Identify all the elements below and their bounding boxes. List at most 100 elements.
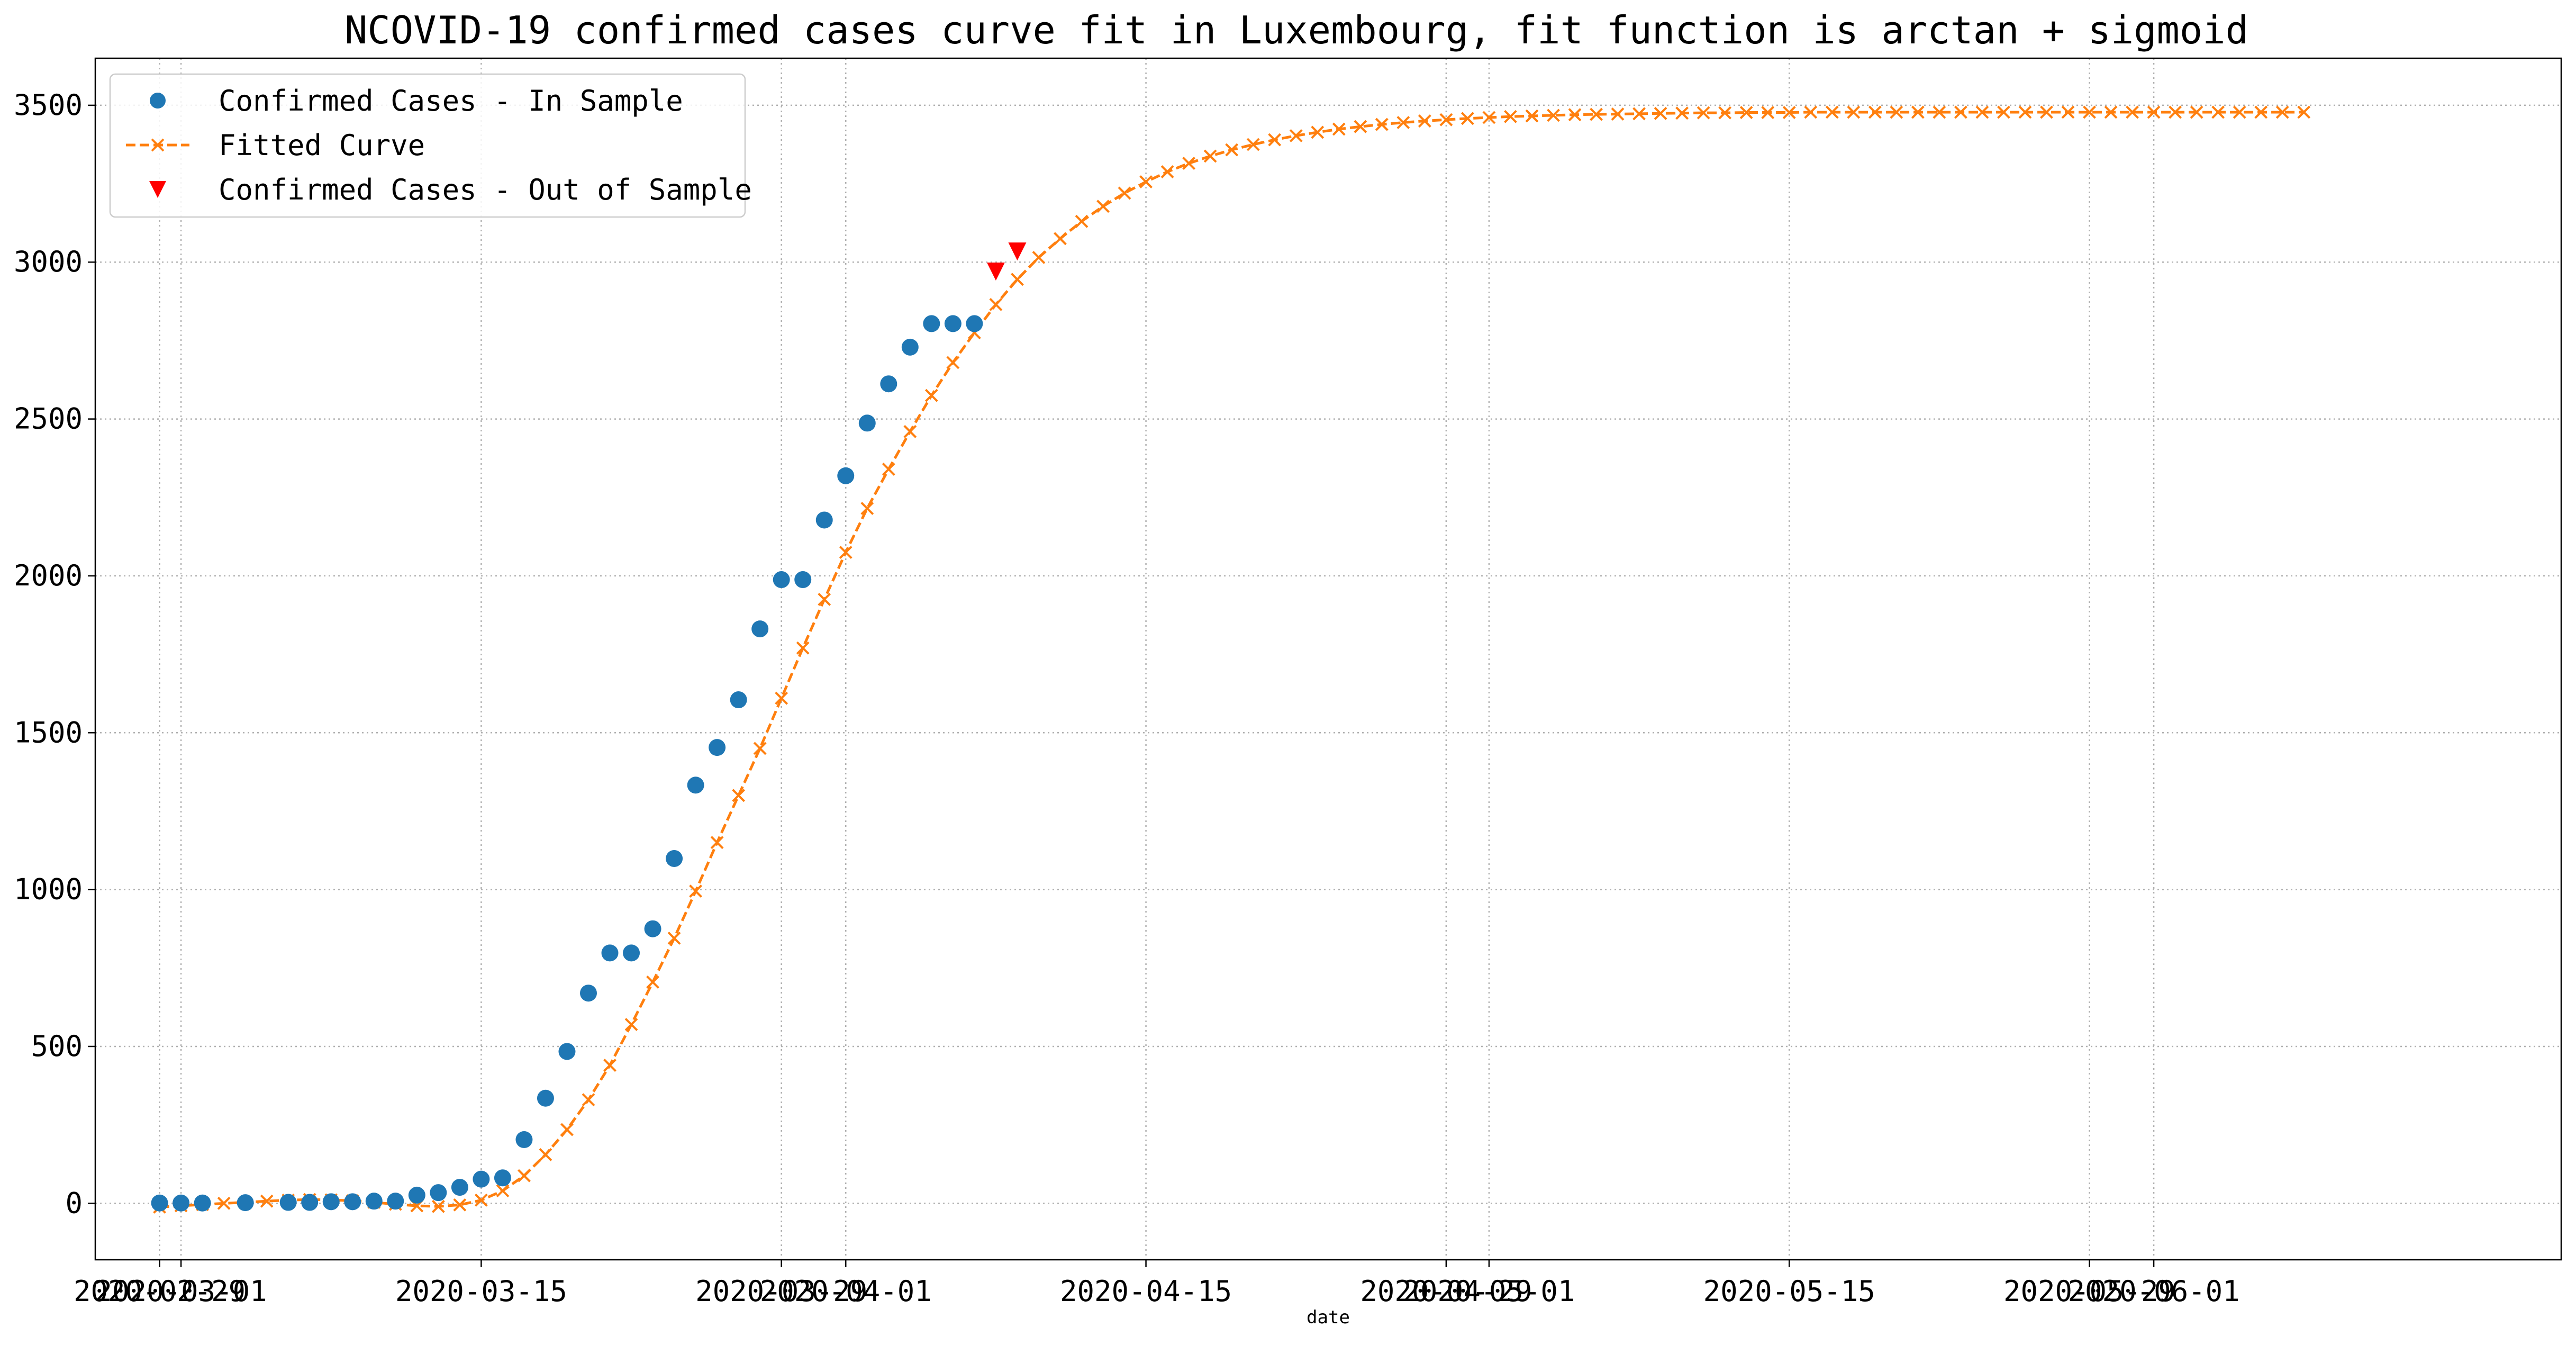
fitted-curve-marker	[1096, 200, 1110, 213]
fitted-curve-marker	[2104, 105, 2118, 119]
fitted-curve-marker	[1954, 105, 1967, 119]
fitted-curve-marker	[1525, 109, 1539, 123]
fitted-curve-marker	[582, 1093, 595, 1107]
y-tick-label: 3500	[14, 88, 83, 122]
fitted-curve-marker	[1139, 175, 1153, 188]
fitted-curve-marker	[1246, 138, 1260, 151]
plot-frame	[94, 57, 2562, 1261]
in-sample-point	[666, 850, 683, 867]
fitted-curve-marker	[1482, 111, 1496, 124]
fitted-curve-marker	[603, 1059, 616, 1072]
fitted-curve-marker	[1289, 129, 1303, 142]
fitted-curve-marker	[903, 425, 917, 438]
y-tick-label: 2500	[14, 402, 83, 436]
in-sample-point	[151, 1194, 168, 1212]
x-tick-label: 2020-05-15	[1703, 1275, 1875, 1308]
in-sample-point	[387, 1193, 404, 1210]
in-sample-point	[644, 920, 661, 937]
fitted-curve-marker	[775, 691, 788, 705]
x-tick-label: 2020-05-29	[2003, 1275, 2175, 1308]
in-sample-point	[365, 1193, 383, 1210]
fitted-curve-marker	[689, 884, 703, 898]
fitted-curve-marker	[2018, 105, 2032, 119]
in-sample-point	[301, 1194, 319, 1211]
fitted-curve-marker	[646, 976, 659, 989]
fitted-curve-marker	[924, 389, 938, 402]
fitted-curve-marker	[539, 1148, 552, 1161]
fitted-curve-marker	[667, 932, 681, 945]
fitted-curve-marker	[217, 1196, 231, 1210]
fitted-curve-marker	[796, 641, 810, 655]
fitted-curve-marker	[860, 502, 874, 515]
fitted-curve-marker	[2147, 105, 2161, 119]
in-sample-point	[773, 571, 790, 589]
fitted-curve-marker	[1439, 113, 1453, 127]
fitted-curve-marker	[2211, 105, 2225, 119]
fitted-curve-marker	[2254, 105, 2268, 119]
fitted-curve-marker	[946, 356, 960, 369]
in-sample-point	[815, 511, 833, 529]
x-tick-label: 2020-06-01	[2068, 1275, 2240, 1308]
y-tick-label: 1500	[14, 716, 83, 749]
fitted-curve-marker	[710, 836, 724, 850]
fitted-curve-marker	[1568, 108, 1582, 122]
in-sample-point	[880, 375, 897, 393]
fitted-curve-marker	[1718, 106, 1732, 120]
fitted-curve-marker	[1590, 107, 1603, 121]
fitted-curve-marker	[1332, 122, 1346, 136]
fitted-curve-marker	[624, 1018, 638, 1031]
in-sample-point	[515, 1131, 533, 1148]
fitted-curve-marker	[2275, 105, 2289, 119]
fitted-curve-marker	[732, 789, 746, 802]
fitted-curve-marker	[2040, 105, 2053, 119]
y-tick-label: 500	[31, 1030, 83, 1063]
fitted-curve-marker	[260, 1194, 274, 1208]
fitted-curve-marker	[474, 1193, 488, 1207]
fitted-curve-marker	[839, 546, 852, 559]
fitted-curve-marker	[1933, 105, 1946, 119]
fitted-curve-marker	[1890, 105, 1903, 119]
fitted-curve-marker	[1547, 109, 1560, 122]
x-tick-label: 2020-03-01	[95, 1275, 267, 1308]
legend-label: Confirmed Cases - Out of Sample	[219, 173, 752, 206]
in-sample-point	[558, 1043, 576, 1060]
in-sample-point	[344, 1193, 361, 1211]
in-sample-point	[858, 414, 876, 432]
y-tick-label: 3000	[14, 245, 83, 278]
fitted-curve-marker	[2233, 105, 2246, 119]
x-tick-label: 2020-03-15	[395, 1275, 567, 1308]
legend-label: Confirmed Cases - In Sample	[219, 84, 683, 118]
x-tick-label: 2020-04-01	[760, 1275, 932, 1308]
in-sample-point	[966, 315, 983, 332]
x-tick-label: 2020-03-29	[695, 1275, 867, 1308]
fitted-curve-marker	[1311, 125, 1325, 139]
fitted-curve-marker	[989, 297, 1003, 311]
fitted-curve-marker	[1847, 105, 1861, 119]
legend-label: Fitted Curve	[219, 129, 425, 162]
fitted-curve-marker	[2126, 105, 2139, 119]
in-sample-point	[451, 1179, 468, 1196]
fitted-curve-marker	[1868, 105, 1882, 119]
in-sample-point	[537, 1089, 554, 1107]
out-of-sample-point	[1008, 242, 1027, 261]
grid	[95, 58, 2561, 1260]
fitted-curve-marker	[1739, 106, 1753, 119]
in-sample-point	[901, 338, 919, 356]
fitted-curve-marker	[1160, 165, 1174, 178]
fitted-curve-marker	[1203, 149, 1217, 163]
fitted-curve-marker	[496, 1184, 510, 1198]
fitted-curve-marker	[2190, 105, 2203, 119]
legend-box	[109, 73, 746, 218]
fitted-curve-marker	[1825, 105, 1839, 119]
in-sample-point	[751, 620, 769, 638]
x-tick-label: 2020-02-29	[74, 1275, 246, 1308]
in-sample-point	[494, 1169, 511, 1187]
in-sample-point	[473, 1170, 490, 1188]
fitted-curve-marker	[2169, 105, 2182, 119]
y-tick-label: 1000	[14, 873, 83, 906]
fitted-curve-marker	[1375, 118, 1389, 131]
in-sample-point	[687, 777, 704, 794]
in-sample-point	[237, 1194, 254, 1212]
